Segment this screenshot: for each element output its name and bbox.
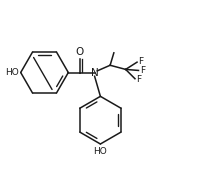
Text: O: O: [75, 47, 83, 57]
Text: F: F: [138, 57, 143, 66]
Text: F: F: [139, 66, 144, 75]
Text: N: N: [90, 67, 98, 78]
Text: HO: HO: [5, 68, 19, 77]
Text: HO: HO: [93, 147, 107, 156]
Text: F: F: [136, 75, 141, 84]
